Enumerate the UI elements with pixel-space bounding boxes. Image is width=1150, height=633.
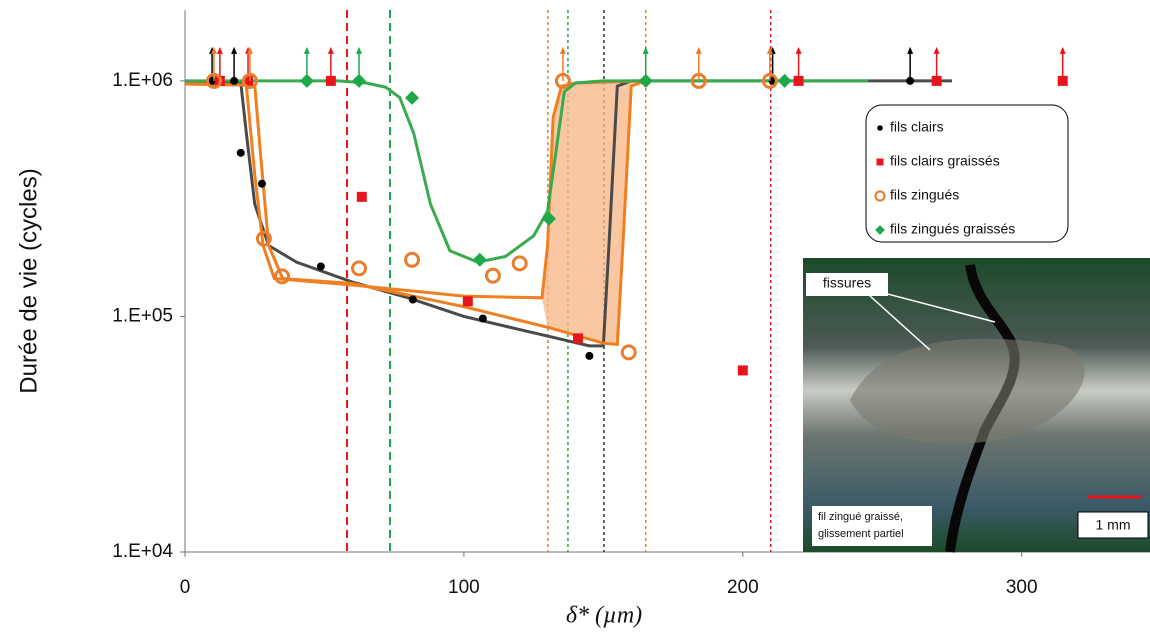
runout-arrowhead — [642, 46, 649, 54]
point — [462, 296, 473, 307]
runout-arrowhead — [356, 46, 363, 54]
x-tick-label: 200 — [727, 577, 759, 598]
point — [408, 295, 417, 304]
legend-label: fils clairs — [890, 119, 944, 135]
legend: fils clairs fils clairs graissés fils zing… — [865, 104, 1069, 243]
point — [405, 90, 420, 105]
runout-arrowhead — [327, 46, 334, 54]
point — [620, 344, 637, 361]
x-tick-label: 100 — [448, 577, 480, 598]
point — [404, 251, 421, 268]
wear-zone — [850, 338, 1085, 444]
runout-arrowhead — [795, 46, 802, 54]
point — [906, 76, 915, 85]
point — [356, 191, 367, 202]
runout-arrowhead — [231, 46, 238, 54]
legend-label: fils zingués — [890, 187, 959, 203]
runout-arrowhead — [246, 46, 253, 54]
point — [299, 73, 314, 88]
point — [241, 72, 258, 89]
plot-area: 1.E+04 1.E+05 1.E+06 0 100 200 300 — [112, 10, 1150, 598]
point — [274, 268, 291, 285]
inset-label: fissures — [823, 275, 871, 291]
point — [1057, 75, 1068, 86]
y-tick-label: 1.E+05 — [112, 305, 173, 326]
point — [316, 262, 325, 271]
point — [931, 75, 942, 86]
point — [877, 125, 883, 131]
point — [554, 72, 571, 89]
point — [484, 267, 501, 284]
scale-label: 1 mm — [1096, 517, 1131, 533]
runout-arrowhead — [303, 46, 310, 54]
point — [352, 73, 367, 88]
x-tick-label: 300 — [1006, 577, 1038, 598]
legend-box — [865, 104, 1069, 243]
runout-arrowhead — [695, 46, 702, 54]
point — [236, 148, 245, 157]
point — [777, 73, 792, 88]
runout-arrowhead — [766, 46, 773, 54]
legend-label: fils zingués graissés — [890, 221, 1015, 237]
point — [690, 72, 707, 89]
fit-curve — [185, 79, 869, 264]
point — [876, 158, 884, 166]
point — [761, 72, 778, 89]
runout-arrowhead — [211, 46, 218, 54]
runout-arrowhead — [559, 46, 566, 54]
point — [351, 260, 368, 277]
point — [737, 365, 748, 376]
runout-arrowhead — [907, 46, 914, 54]
scale-box — [1077, 511, 1149, 539]
point — [478, 314, 487, 323]
point — [472, 252, 487, 267]
point — [243, 75, 254, 86]
point — [230, 76, 239, 85]
fit-curve — [184, 79, 952, 348]
inset-photo: fissures fil zingué graissé, glissement … — [803, 258, 1150, 553]
y-tick-label: 1.E+04 — [112, 541, 173, 562]
pointer — [879, 291, 996, 323]
point — [793, 75, 804, 86]
point — [511, 255, 528, 272]
point — [541, 211, 556, 226]
legend-label: fils clairs graissés — [890, 153, 1000, 169]
fit-curve — [184, 79, 646, 347]
y-axis-label: Durée de vie (cycles) — [15, 168, 42, 393]
x-axis-label: δ* (µm) — [566, 603, 642, 629]
point — [325, 75, 336, 86]
point — [257, 179, 266, 188]
point — [638, 73, 653, 88]
caption-box — [812, 506, 932, 546]
point — [875, 225, 885, 235]
point — [206, 72, 223, 89]
point — [255, 230, 272, 247]
point — [572, 333, 583, 344]
y-tick-label: 1.E+06 — [112, 70, 173, 91]
runout-arrowhead — [216, 46, 223, 54]
point — [585, 351, 594, 360]
label-box — [806, 273, 888, 296]
shaded-band — [541, 80, 646, 345]
x-tick-label: 0 — [180, 577, 191, 598]
runout-arrowhead — [1059, 46, 1066, 54]
runout-arrowhead — [933, 46, 940, 54]
inset-caption: glissement partiel — [818, 528, 904, 540]
pointer — [869, 295, 931, 351]
point — [874, 190, 886, 202]
inset-caption: fil zingué graissé, — [818, 511, 903, 523]
